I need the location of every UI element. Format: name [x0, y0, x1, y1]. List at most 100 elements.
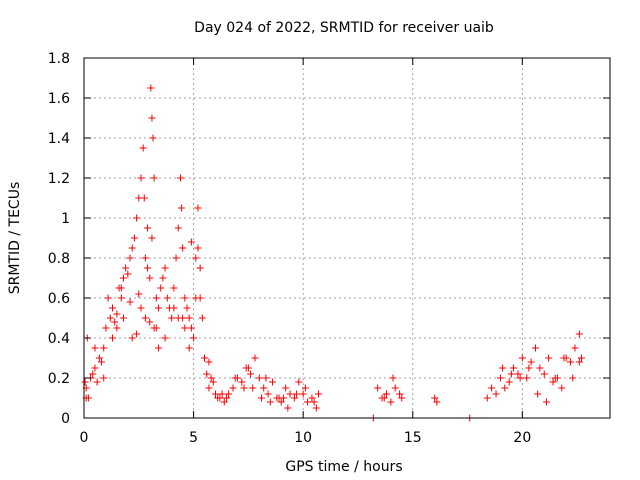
data-point [104, 294, 112, 302]
data-point [229, 384, 237, 392]
data-point [571, 344, 579, 352]
data-point [247, 370, 255, 378]
data-point [510, 364, 518, 372]
data-point [531, 344, 539, 352]
data-point [496, 374, 504, 382]
y-tick-label: 1.6 [48, 91, 70, 107]
data-point [141, 314, 149, 322]
data-point [534, 390, 542, 398]
data-point [161, 334, 169, 342]
data-point [304, 398, 312, 406]
data-point [149, 134, 157, 142]
data-point [398, 394, 406, 402]
data-point [315, 390, 323, 398]
data-point [203, 370, 211, 378]
data-point [106, 314, 114, 322]
data-point [95, 354, 103, 362]
data-point [374, 384, 382, 392]
data-point [268, 378, 276, 386]
data-point [238, 378, 246, 386]
plot-frame [83, 57, 611, 419]
data-point [536, 364, 544, 372]
data-point [119, 274, 127, 282]
x-tick-label: 0 [80, 430, 89, 446]
x-tick-label: 20 [513, 430, 531, 446]
data-point [310, 398, 318, 406]
data-point [128, 244, 136, 252]
data-point [299, 390, 307, 398]
data-point [130, 234, 138, 242]
data-point [144, 264, 152, 272]
data-point [282, 384, 290, 392]
data-point [549, 378, 557, 386]
x-tick-label: 15 [404, 430, 422, 446]
data-point [178, 204, 186, 212]
data-point [205, 358, 213, 366]
y-tick-label: 1.8 [48, 51, 70, 67]
data-point [108, 304, 116, 312]
data-point [560, 354, 568, 362]
data-point [198, 314, 206, 322]
data-point [382, 390, 390, 398]
data-point [507, 370, 515, 378]
data-point [505, 378, 513, 386]
data-point [433, 398, 441, 406]
y-tick-label: 1.4 [48, 131, 70, 147]
data-point [163, 294, 171, 302]
data-point [179, 244, 187, 252]
data-point [207, 374, 215, 382]
data-point [117, 284, 125, 292]
data-point [523, 374, 531, 382]
data-point [174, 224, 182, 232]
y-axis-label: SRMTID / TECUs [7, 182, 23, 295]
data-point [126, 298, 134, 306]
y-tick-label: 1 [61, 211, 70, 227]
data-point [488, 384, 496, 392]
data-point [176, 174, 184, 182]
data-point [181, 324, 189, 332]
data-point [220, 398, 228, 406]
data-point [147, 84, 155, 92]
data-point [527, 358, 535, 366]
data-point [301, 384, 309, 392]
data-point [483, 394, 491, 402]
data-point [98, 358, 106, 366]
data-points [81, 84, 586, 422]
data-point [542, 398, 550, 406]
data-point [249, 384, 257, 392]
data-point [141, 254, 149, 262]
x-tick-labels: 0 5 10 15 20 [80, 430, 532, 446]
data-point [284, 404, 292, 412]
data-point [183, 304, 191, 312]
data-point [139, 144, 147, 152]
data-point [244, 364, 252, 372]
data-point [100, 344, 108, 352]
data-point [108, 334, 116, 342]
data-point [126, 254, 134, 262]
data-point [194, 204, 202, 212]
data-point [140, 194, 148, 202]
data-point [122, 264, 130, 272]
data-point [152, 294, 160, 302]
data-point [155, 304, 163, 312]
data-point [159, 274, 167, 282]
data-point [190, 334, 198, 342]
data-point [240, 384, 248, 392]
data-point [277, 398, 285, 406]
data-point [137, 174, 145, 182]
data-point [133, 330, 141, 338]
data-point [81, 378, 89, 386]
data-point [290, 394, 298, 402]
axis-ticks [83, 57, 610, 419]
data-point [312, 404, 320, 412]
data-point [492, 390, 500, 398]
data-point [286, 390, 294, 398]
data-point [117, 294, 125, 302]
data-point [185, 314, 193, 322]
data-point [514, 370, 522, 378]
data-point [172, 254, 180, 262]
data-point [100, 374, 108, 382]
data-point [133, 214, 141, 222]
data-point [575, 330, 583, 338]
data-point [187, 324, 195, 332]
